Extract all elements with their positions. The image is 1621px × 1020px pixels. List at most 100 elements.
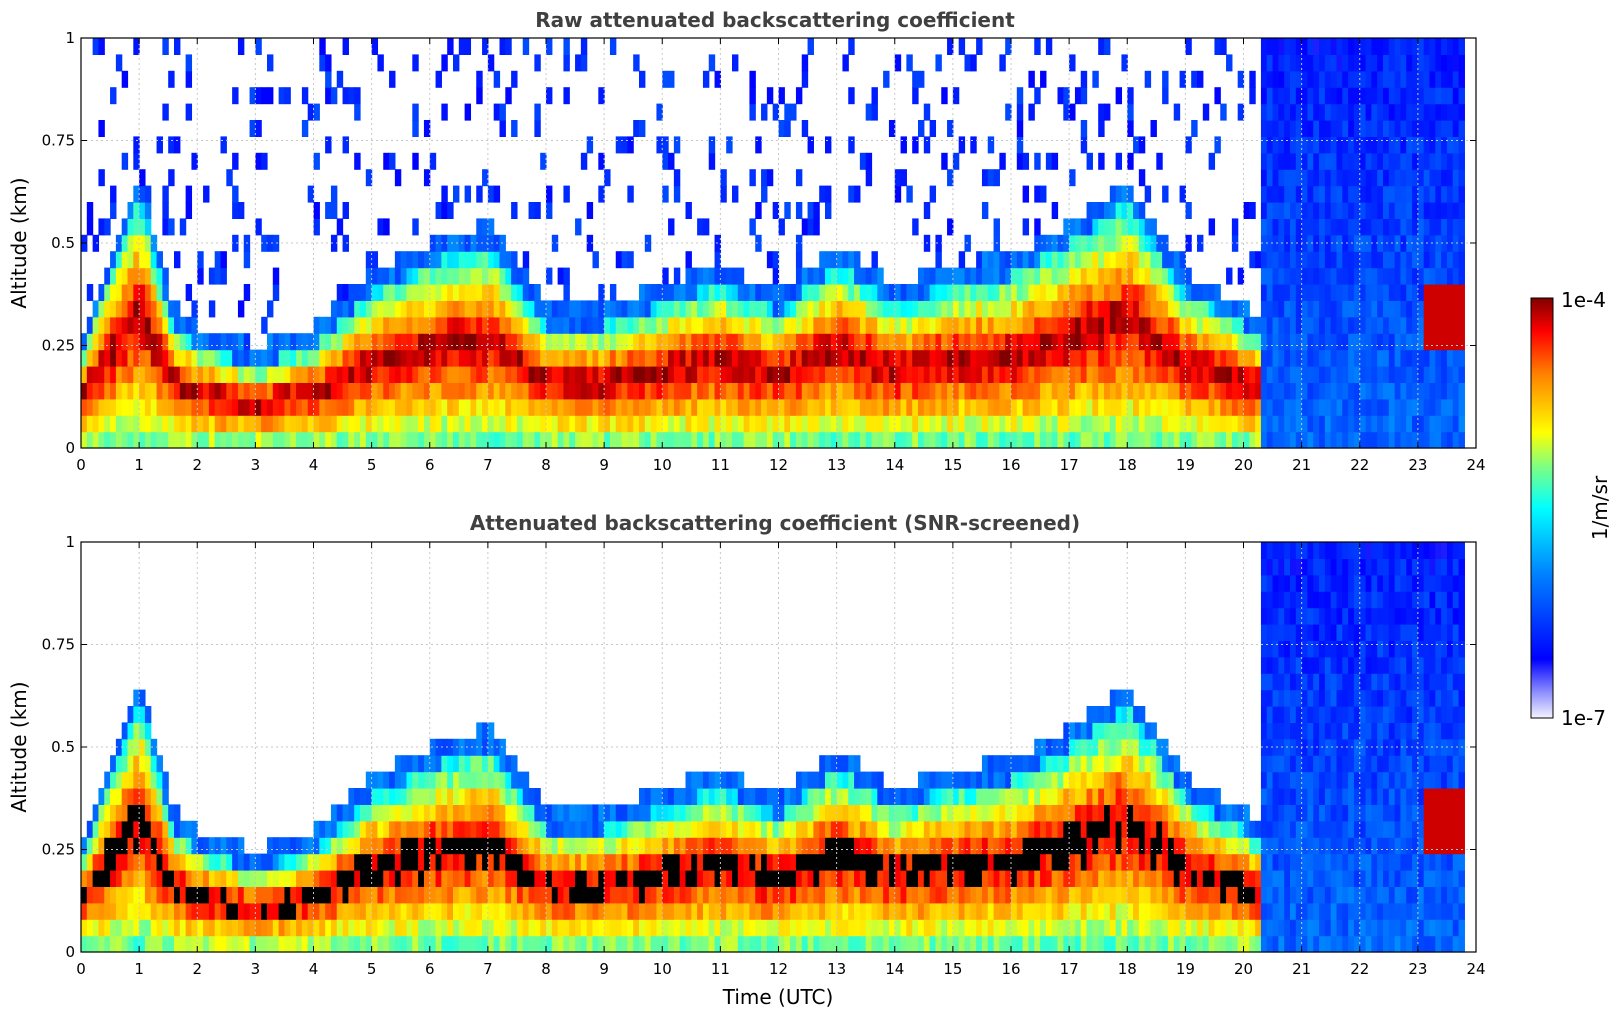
- heatmap-cell: [511, 267, 518, 285]
- heatmap-cell: [639, 366, 646, 383]
- heatmap-cell: [1365, 382, 1372, 400]
- heatmap-cell: [528, 902, 535, 920]
- heatmap-cell: [476, 886, 483, 904]
- heatmap-cell: [127, 804, 134, 822]
- heatmap-cell: [313, 902, 320, 920]
- heatmap-cell: [1051, 300, 1059, 318]
- heatmap-cell: [1028, 398, 1035, 416]
- heatmap-cell: [493, 251, 501, 269]
- heatmap-cell: [133, 820, 140, 838]
- heatmap-cell: [656, 415, 663, 433]
- heatmap-cell: [325, 316, 332, 334]
- heatmap-cell: [1278, 382, 1285, 400]
- heatmap-cell: [1069, 103, 1076, 121]
- heatmap-cell: [458, 300, 466, 318]
- heatmap-cell: [900, 316, 907, 334]
- heatmap-cell: [668, 349, 675, 367]
- heatmap-cell: [110, 755, 117, 773]
- heatmap-cell: [307, 870, 315, 887]
- heatmap-cell: [412, 886, 419, 904]
- heatmap-cell: [319, 415, 326, 433]
- heatmap-cell: [737, 837, 745, 855]
- heatmap-cell: [999, 333, 1006, 351]
- heatmap-cell: [191, 398, 198, 416]
- heatmap-cell: [412, 54, 419, 72]
- heatmap-cell: [1307, 300, 1314, 318]
- heatmap-cell: [993, 333, 1000, 351]
- heatmap-cell: [487, 415, 495, 433]
- heatmap-cell: [1284, 54, 1291, 72]
- heatmap-cell: [516, 366, 524, 383]
- heatmap-cell: [156, 853, 163, 871]
- heatmap-cell: [639, 902, 646, 920]
- heatmap-cell: [859, 382, 867, 400]
- heatmap-cell: [1150, 218, 1157, 236]
- heatmap-cell: [482, 902, 489, 920]
- heatmap-cell: [325, 333, 332, 351]
- heatmap-cell: [1446, 284, 1454, 301]
- heatmap-cell: [453, 185, 460, 203]
- heatmap-cell: [499, 837, 506, 855]
- heatmap-cell: [575, 870, 582, 887]
- heatmap-cell: [1417, 120, 1425, 137]
- heatmap-cell: [1260, 333, 1268, 351]
- heatmap-cell: [1115, 415, 1123, 433]
- heatmap-cell: [290, 431, 297, 449]
- heatmap-cell: [749, 382, 756, 400]
- heatmap-cell: [1348, 284, 1355, 301]
- heatmap-cell: [894, 349, 902, 367]
- heatmap-cell: [406, 804, 413, 822]
- heatmap-cell: [836, 366, 844, 383]
- heatmap-cell: [86, 935, 94, 953]
- heatmap-cell: [1353, 218, 1361, 236]
- heatmap-cell: [1034, 218, 1041, 236]
- heatmap-cell: [1144, 185, 1152, 203]
- heatmap-cell: [342, 820, 349, 838]
- heatmap-cell: [371, 919, 379, 937]
- heatmap-cell: [354, 366, 361, 383]
- heatmap-cell: [447, 202, 454, 219]
- heatmap-cell: [557, 382, 565, 400]
- heatmap-cell: [435, 788, 442, 805]
- heatmap-cell: [714, 316, 721, 334]
- heatmap-cell: [772, 431, 780, 449]
- heatmap-cell: [412, 804, 419, 822]
- heatmap-cell: [662, 919, 669, 937]
- heatmap-cell: [743, 820, 751, 838]
- heatmap-cell: [1423, 70, 1431, 88]
- heatmap-cell: [383, 382, 390, 400]
- heatmap-cell: [249, 366, 256, 383]
- heatmap-cell: [365, 251, 373, 269]
- heatmap-cell: [813, 333, 820, 351]
- heatmap-cell: [766, 87, 774, 105]
- heatmap-cell: [1255, 431, 1262, 449]
- heatmap-cell: [551, 316, 559, 334]
- heatmap-cell: [185, 935, 193, 953]
- heatmap-cell: [1336, 234, 1343, 252]
- heatmap-cell: [394, 902, 402, 920]
- heatmap-cell: [1162, 251, 1169, 269]
- heatmap-cell: [801, 804, 809, 822]
- heatmap-cell: [1214, 398, 1221, 416]
- heatmap-cell: [720, 267, 727, 285]
- heatmap-cell: [1109, 267, 1117, 285]
- heatmap-cell: [609, 398, 617, 416]
- heatmap-cell: [546, 853, 553, 871]
- heatmap-cell: [156, 788, 163, 805]
- heatmap-cell: [999, 300, 1006, 318]
- heatmap-cell: [174, 398, 181, 416]
- heatmap-cell: [360, 853, 367, 871]
- heatmap-cell: [778, 431, 785, 449]
- heatmap-cell: [156, 431, 163, 449]
- heatmap-cell: [1045, 366, 1053, 383]
- heatmap-cell: [1359, 120, 1367, 137]
- heatmap-cell: [115, 837, 123, 855]
- heatmap-cell: [249, 886, 256, 904]
- heatmap-cell: [92, 804, 100, 822]
- heatmap-cell: [958, 366, 966, 383]
- heatmap-cell: [482, 820, 489, 838]
- heatmap-cell: [1138, 300, 1146, 318]
- heatmap-cell: [191, 349, 198, 367]
- heatmap-cell: [615, 415, 623, 433]
- heatmap-cell: [621, 919, 628, 937]
